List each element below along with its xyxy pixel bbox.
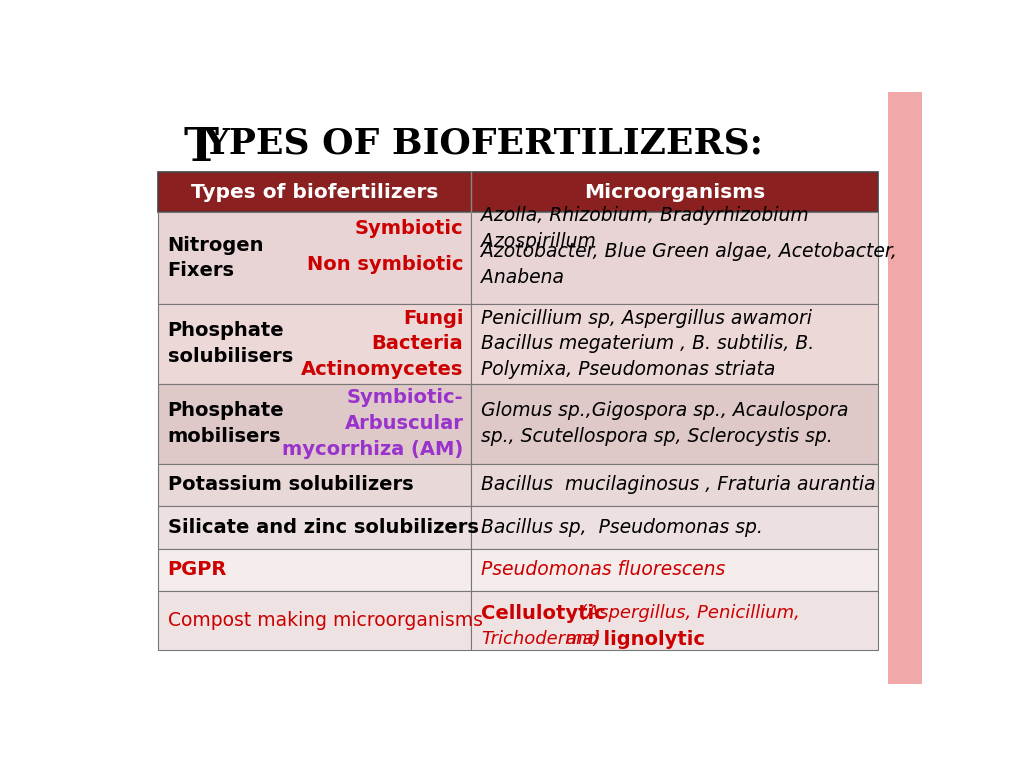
- Bar: [471, 548, 878, 591]
- Text: Fungi
Bacteria
Actinomycetes: Fungi Bacteria Actinomycetes: [301, 309, 463, 379]
- Bar: [471, 464, 878, 506]
- Bar: [471, 591, 878, 650]
- Text: Potassium solubilizers: Potassium solubilizers: [168, 475, 414, 495]
- Bar: [471, 506, 878, 548]
- Text: Phosphate
solubilisers: Phosphate solubilisers: [168, 322, 293, 366]
- Text: Microorganisms: Microorganisms: [584, 183, 765, 201]
- Text: Penicillium sp, Aspergillus awamori
Bacillus megaterium , B. subtilis, B.
Polymi: Penicillium sp, Aspergillus awamori Baci…: [481, 309, 814, 379]
- Text: Phosphate
mobilisers: Phosphate mobilisers: [168, 401, 285, 446]
- Text: Silicate and zinc solubilizers: Silicate and zinc solubilizers: [168, 518, 478, 537]
- Text: YPES OF BIOFERTILIZERS:: YPES OF BIOFERTILIZERS:: [204, 127, 764, 161]
- Bar: [158, 304, 471, 384]
- Text: Azotobacter, Blue Green algae, Acetobacter,
Anabena: Azotobacter, Blue Green algae, Acetobact…: [481, 242, 897, 286]
- Text: Glomus sp.,Gigospora sp., Acaulospora
sp., Scutellospora sp, Sclerocystis sp.: Glomus sp.,Gigospora sp., Acaulospora sp…: [481, 401, 848, 446]
- Text: Bacillus sp,  Pseudomonas sp.: Bacillus sp, Pseudomonas sp.: [481, 518, 763, 537]
- Text: Nitrogen
Fixers: Nitrogen Fixers: [168, 236, 264, 280]
- Bar: [158, 506, 471, 548]
- Bar: [158, 548, 471, 591]
- Text: lignolytic: lignolytic: [590, 630, 706, 649]
- Text: Non symbiotic: Non symbiotic: [307, 255, 463, 274]
- Text: Bacillus  mucilaginosus , Fraturia aurantia: Bacillus mucilaginosus , Fraturia aurant…: [481, 475, 876, 495]
- Text: Trichoderma): Trichoderma): [481, 630, 600, 647]
- Text: (Aspergillus, Penicillium,: (Aspergillus, Penicillium,: [574, 604, 801, 622]
- Bar: [888, 92, 922, 684]
- Text: Azolla, Rhizobium, Bradyrhizobium
Azospirillum: Azolla, Rhizobium, Bradyrhizobium Azospi…: [481, 207, 808, 251]
- Text: Types of biofertilizers: Types of biofertilizers: [191, 183, 438, 201]
- Bar: [158, 172, 878, 212]
- Text: Cellulotytic: Cellulotytic: [481, 604, 605, 624]
- Text: Pseudomonas fluorescens: Pseudomonas fluorescens: [481, 561, 725, 580]
- Bar: [158, 591, 471, 650]
- Bar: [158, 212, 471, 304]
- Text: Symbiotic: Symbiotic: [354, 219, 463, 238]
- Text: Compost making microorganisms: Compost making microorganisms: [168, 611, 482, 631]
- Bar: [158, 464, 471, 506]
- Text: and: and: [565, 630, 599, 647]
- Text: PGPR: PGPR: [168, 561, 227, 580]
- Bar: [471, 212, 878, 304]
- Text: Symbiotic-
Arbuscular
mycorrhiza (AM): Symbiotic- Arbuscular mycorrhiza (AM): [282, 389, 463, 458]
- Bar: [471, 304, 878, 384]
- Text: T: T: [183, 124, 219, 170]
- Bar: [158, 384, 471, 464]
- Bar: [471, 384, 878, 464]
